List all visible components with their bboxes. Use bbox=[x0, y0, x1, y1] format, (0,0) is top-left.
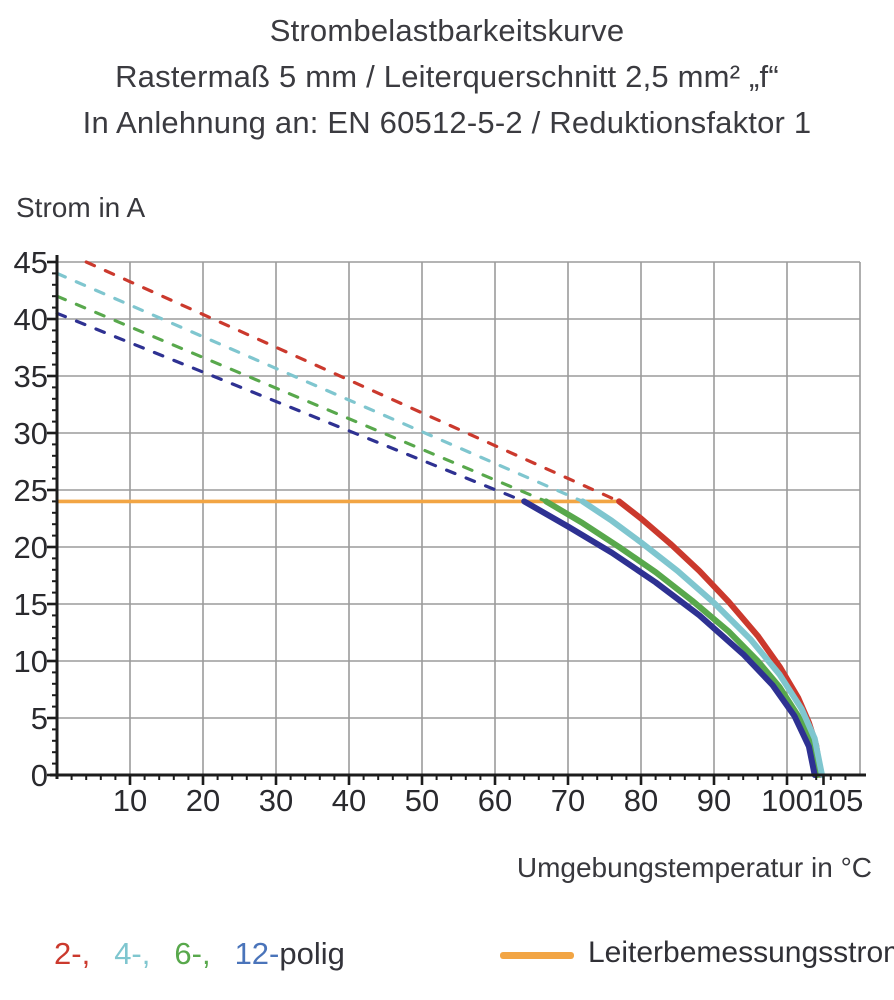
legend: 2-, 4-, 6-, 12- polig Leiterbemessungsst… bbox=[0, 936, 894, 986]
y-tick-label: 45 bbox=[14, 245, 48, 280]
x-tick-label: 100 bbox=[761, 783, 813, 818]
x-tick-label: 105 bbox=[812, 783, 864, 818]
series-dashed-4-polig bbox=[55, 271, 585, 503]
y-tick-label: 35 bbox=[14, 359, 48, 394]
series-curve-6-polig bbox=[543, 498, 821, 778]
y-tick-label: 25 bbox=[14, 473, 48, 508]
series-curve-12-polig bbox=[521, 498, 818, 778]
series-dashed-2-polig bbox=[84, 260, 621, 503]
x-tick-label: 70 bbox=[551, 783, 585, 818]
legend-item-6polig: 6-, bbox=[174, 936, 211, 971]
y-tick-label: 10 bbox=[14, 644, 48, 679]
series-dashed-12-polig bbox=[55, 311, 526, 503]
legend-suffix-polig: polig bbox=[279, 936, 345, 971]
x-tick-label: 20 bbox=[186, 783, 220, 818]
chart-title-line2: Rastermaß 5 mm / Leiterquerschnitt 2,5 m… bbox=[115, 59, 779, 94]
legend-item-2polig: 2-, bbox=[54, 936, 91, 971]
rated-current-label: Leiterbemessungsstrom bbox=[588, 936, 894, 969]
series-dashed-6-polig bbox=[55, 294, 548, 503]
legend-poles: 2-, 4-, 6-, 12- polig bbox=[54, 936, 345, 972]
x-tick-label: 90 bbox=[697, 783, 731, 818]
legend-item-12polig: 12- bbox=[234, 936, 280, 971]
x-tick-label: 50 bbox=[405, 783, 439, 818]
chart-title-line3: In Anlehnung an: EN 60512-5-2 / Reduktio… bbox=[82, 105, 812, 140]
x-tick-label: 80 bbox=[624, 783, 658, 818]
y-tick-label: 20 bbox=[14, 530, 48, 565]
series-curve-2-polig bbox=[616, 498, 824, 778]
chart-title: Strombelastbarkeitskurve Rastermaß 5 mm … bbox=[0, 8, 894, 146]
y-tick-label: 0 bbox=[31, 758, 48, 793]
x-tick-label: 60 bbox=[478, 783, 512, 818]
chart-title-line1: Strombelastbarkeitskurve bbox=[269, 13, 625, 48]
y-tick-label: 5 bbox=[31, 701, 48, 736]
series-curve-4-polig bbox=[579, 498, 825, 778]
x-axis-title: Umgebungstemperatur in °C bbox=[516, 852, 872, 883]
legend-rated-current: Leiterbemessungsstrom bbox=[500, 936, 894, 970]
y-tick-label: 30 bbox=[14, 416, 48, 451]
rated-current-line-swatch bbox=[500, 951, 574, 959]
x-tick-label: 30 bbox=[259, 783, 293, 818]
x-tick-label: 10 bbox=[113, 783, 147, 818]
chart-area: 10 20 30 40 50 60 70 80 90 100 105 0 5 10 15 20 25 30 35 40… bbox=[0, 233, 894, 845]
y-tick-label: 15 bbox=[14, 587, 48, 622]
y-axis-title: Strom in A bbox=[16, 192, 146, 223]
legend-item-4polig: 4-, bbox=[114, 936, 151, 971]
x-tick-label: 40 bbox=[332, 783, 366, 818]
y-tick-label: 40 bbox=[14, 302, 48, 337]
